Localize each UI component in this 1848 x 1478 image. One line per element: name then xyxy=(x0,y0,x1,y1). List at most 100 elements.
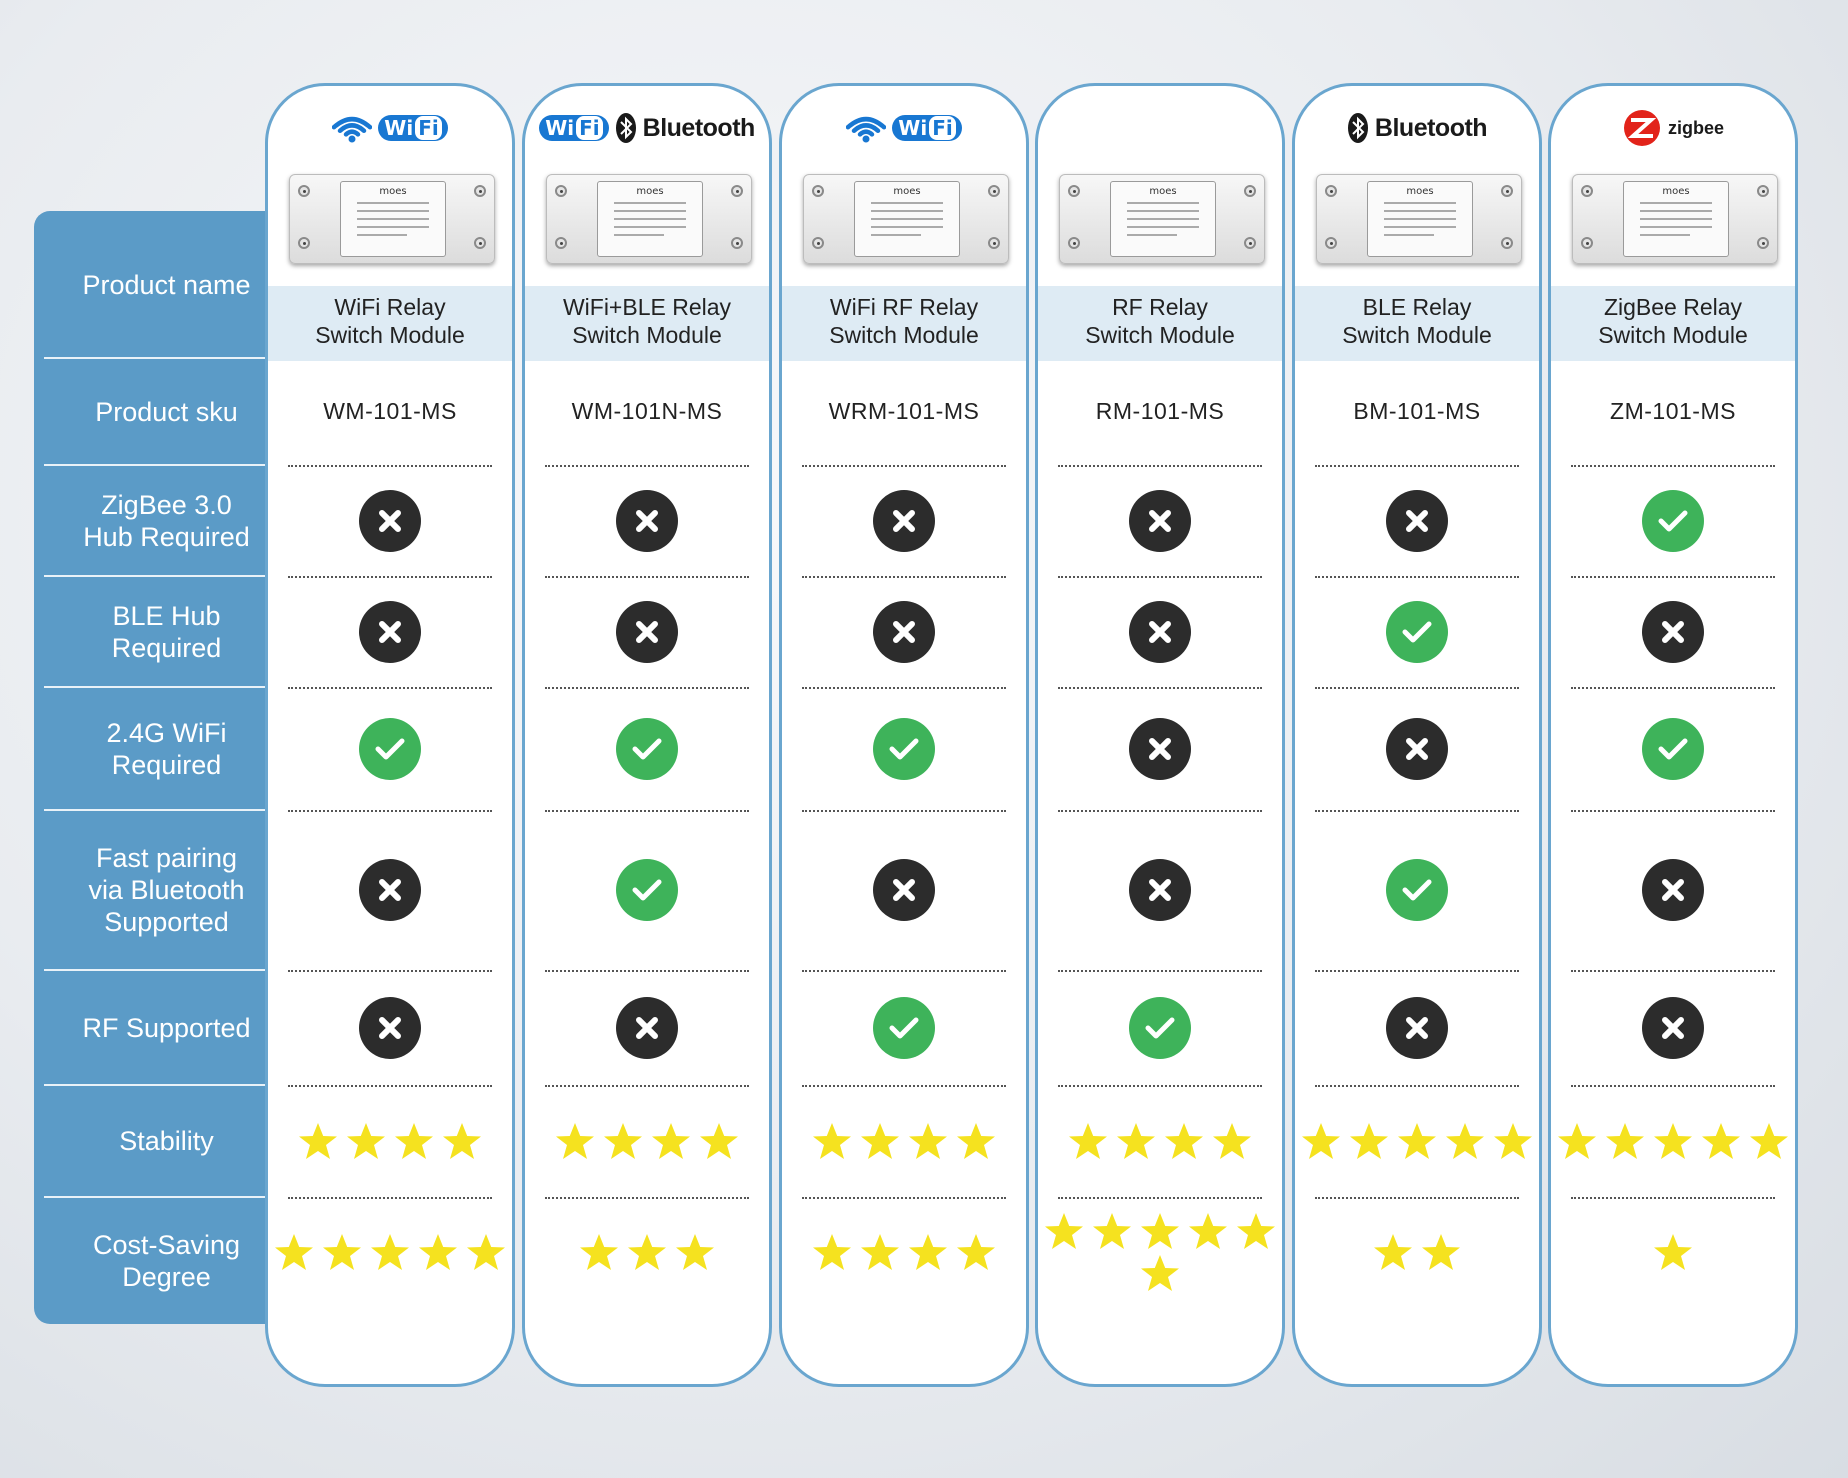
product-name: RF Relay Switch Module xyxy=(1085,293,1235,348)
wifi-logo-fi: Fi xyxy=(576,116,603,140)
row-divider xyxy=(545,687,749,689)
label-text-line xyxy=(1384,218,1456,220)
row-label: Stability xyxy=(119,1126,214,1156)
device-label-plate: moes xyxy=(1110,181,1216,257)
row-label: ZigBee 3.0 Hub Required xyxy=(83,489,250,552)
star-icon xyxy=(1350,1123,1388,1159)
star-rating xyxy=(1040,1211,1280,1293)
row-divider xyxy=(545,1197,749,1199)
row-divider xyxy=(1058,465,1262,467)
star-rating xyxy=(527,1232,767,1272)
label-text-line xyxy=(1127,234,1177,236)
screw-hole xyxy=(1581,237,1593,249)
label-text-line xyxy=(1127,202,1199,204)
star-icon xyxy=(813,1234,851,1270)
rating-stability-stars xyxy=(1038,1085,1282,1197)
row-divider xyxy=(288,1085,492,1087)
row-divider xyxy=(288,576,492,578)
cross-icon xyxy=(1642,859,1704,921)
cross-icon xyxy=(1129,717,1191,780)
device-brand: moes xyxy=(893,186,921,197)
screw-hole xyxy=(1325,185,1337,197)
star-icon xyxy=(580,1234,618,1270)
feature-cell-rf-supported xyxy=(1038,970,1282,1085)
star-icon xyxy=(1237,1213,1275,1249)
label-text-line xyxy=(614,226,686,228)
row-divider xyxy=(1571,465,1775,467)
relay-module-image: moes xyxy=(803,174,1009,264)
star-icon xyxy=(1374,1234,1412,1270)
bluetooth-logo-text: Bluetooth xyxy=(642,113,756,142)
row-label-divider xyxy=(44,969,288,971)
feature-cell-fast-pairing-bluetooth xyxy=(268,810,512,970)
star-icon xyxy=(1606,1123,1644,1159)
label-text-line xyxy=(357,226,429,228)
protocol-logos: Wi Fi xyxy=(268,108,512,148)
screw-hole xyxy=(1501,237,1513,249)
row-divider xyxy=(1315,1085,1519,1087)
label-text-line xyxy=(871,218,943,220)
rating-stability-stars xyxy=(268,1085,512,1197)
product-column: Wi Fi moes WiFi RF Relay Switch Module WRM-1… xyxy=(779,83,1029,1387)
device-label-plate: moes xyxy=(1367,181,1473,257)
feature-cell-rf-supported xyxy=(1551,970,1795,1085)
label-text-line xyxy=(1384,202,1456,204)
row-divider xyxy=(545,970,749,972)
label-text-line xyxy=(357,210,429,212)
row-divider xyxy=(288,970,492,972)
bluetooth-icon xyxy=(615,113,636,143)
star-icon xyxy=(909,1234,947,1270)
star-icon xyxy=(1093,1213,1131,1249)
row-label-divider xyxy=(44,809,288,811)
screw-hole xyxy=(1325,237,1337,249)
row-divider xyxy=(802,687,1006,689)
cross-icon xyxy=(1386,717,1448,780)
star-icon xyxy=(395,1123,433,1159)
star-icon xyxy=(1141,1213,1179,1249)
feature-cell-ble-hub-required xyxy=(268,576,512,687)
check-icon xyxy=(359,717,421,780)
feature-cell-wifi-required xyxy=(268,687,512,810)
feature-cell-fast-pairing-bluetooth xyxy=(525,810,769,970)
star-icon xyxy=(1302,1123,1340,1159)
feature-cell-zigbee-hub-required xyxy=(1038,465,1282,576)
feature-cell-zigbee-hub-required xyxy=(1551,465,1795,576)
wifi-icon xyxy=(332,116,373,143)
label-text-line xyxy=(1640,234,1690,236)
star-icon xyxy=(1494,1123,1532,1159)
star-icon xyxy=(419,1234,457,1270)
cross-icon xyxy=(359,600,421,663)
screw-hole xyxy=(1757,237,1769,249)
feature-cell-fast-pairing-bluetooth xyxy=(1551,810,1795,970)
product-sku: WM-101-MS xyxy=(323,398,457,424)
row-divider xyxy=(1571,576,1775,578)
row-divider xyxy=(1058,810,1262,812)
row-divider xyxy=(802,970,1006,972)
row-divider xyxy=(1315,1197,1519,1199)
star-icon xyxy=(1141,1255,1179,1291)
row-divider xyxy=(1315,810,1519,812)
relay-module-image: moes xyxy=(289,174,495,264)
feature-cell-ble-hub-required xyxy=(782,576,1026,687)
star-icon xyxy=(861,1234,899,1270)
cross-icon xyxy=(359,489,421,552)
product-name: BLE Relay Switch Module xyxy=(1342,293,1492,348)
star-rating xyxy=(1297,1121,1537,1161)
row-divider xyxy=(802,465,1006,467)
star-rating xyxy=(1297,1232,1537,1272)
feature-cell-rf-supported xyxy=(268,970,512,1085)
cross-icon xyxy=(1129,859,1191,921)
screw-hole xyxy=(555,237,567,249)
product-column: zigbee moes ZigBee Relay Switch Module ZM-1… xyxy=(1548,83,1798,1387)
relay-module-image: moes xyxy=(546,174,752,264)
check-icon xyxy=(616,717,678,780)
star-icon xyxy=(628,1234,666,1270)
screw-hole xyxy=(988,237,1000,249)
star-icon xyxy=(1117,1123,1155,1159)
row-label-divider xyxy=(44,1084,288,1086)
star-rating xyxy=(1040,1121,1280,1161)
check-icon xyxy=(616,859,678,921)
relay-module-image: moes xyxy=(1059,174,1265,264)
row-divider xyxy=(802,810,1006,812)
row-label-divider xyxy=(44,357,288,359)
